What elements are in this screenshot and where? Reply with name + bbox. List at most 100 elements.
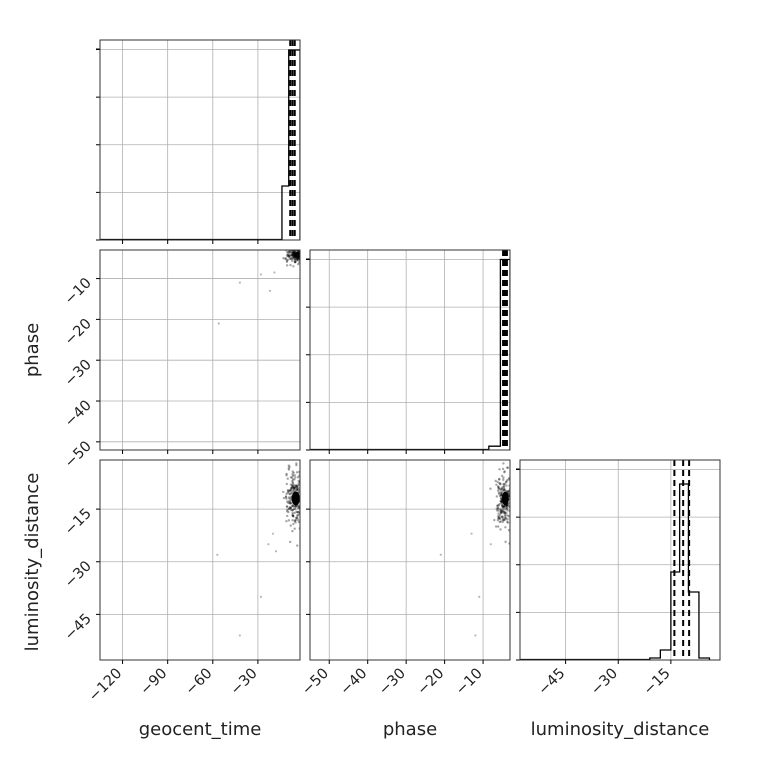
scatter-point — [293, 485, 296, 488]
scatter-point — [499, 520, 502, 523]
scatter-point — [500, 493, 503, 496]
scatter-point — [499, 511, 503, 514]
scatter-point — [291, 482, 295, 485]
scatter-point — [294, 518, 298, 521]
scatter-point — [494, 525, 498, 528]
scatter-point — [302, 254, 304, 256]
scatter-point — [496, 515, 500, 518]
x-axis-label-phase: phase — [383, 719, 437, 740]
scatter-point — [295, 485, 299, 488]
scatter-point — [503, 470, 506, 473]
scatter-point — [502, 518, 506, 522]
scatter-point — [302, 252, 304, 254]
scatter-point — [290, 486, 293, 489]
scatter-point — [301, 258, 303, 260]
scatter-point — [286, 505, 289, 508]
scatter-point — [289, 483, 293, 486]
scatter-point — [499, 492, 503, 495]
scatter-point — [284, 257, 287, 261]
scatter-point — [294, 484, 298, 487]
scatter-point — [507, 489, 510, 493]
scatter-point — [296, 257, 300, 260]
scatter-point — [502, 486, 506, 489]
scatter-point — [500, 500, 503, 503]
scatter-point — [291, 509, 294, 512]
scatter-point — [304, 255, 306, 257]
scatter-point — [291, 504, 294, 508]
scatter-point — [294, 505, 297, 508]
scatter-point — [502, 504, 506, 508]
scatter-point — [502, 518, 505, 522]
histogram-outline — [649, 483, 711, 660]
scatter-point — [288, 492, 291, 495]
scatter-point — [286, 489, 290, 492]
scatter-point — [286, 491, 289, 494]
histogram-outline — [488, 258, 510, 450]
scatter-point — [285, 259, 289, 262]
scatter-point — [285, 260, 289, 264]
scatter-point — [285, 264, 289, 267]
scatter-point — [501, 515, 504, 518]
scatter-point — [288, 502, 292, 505]
scatter-point — [497, 509, 500, 512]
scatter-point — [305, 256, 307, 258]
scatter-point — [300, 254, 302, 256]
x-axis-label-geocent-time: geocent_time — [139, 719, 262, 740]
x-tick-label: −30 — [588, 666, 621, 699]
y-axis-label-luminosity-distance: luminosity_distance — [22, 473, 43, 652]
scatter-point — [499, 491, 502, 494]
scatter-point — [290, 253, 294, 257]
scatter-point — [497, 491, 501, 494]
scatter-point — [291, 479, 294, 483]
scatter-point — [289, 488, 292, 492]
scatter-point — [499, 497, 503, 500]
scatter-point — [501, 504, 504, 507]
scatter-point — [295, 510, 298, 513]
scatter-point — [287, 251, 290, 254]
x-tick-label: −45 — [535, 666, 568, 699]
scatter-point — [499, 509, 502, 513]
scatter-point — [296, 514, 299, 517]
scatter-point — [259, 273, 263, 276]
scatter-point — [296, 484, 299, 488]
scatter-point — [291, 478, 295, 481]
scatter-point — [291, 250, 294, 254]
scatter-point — [304, 250, 306, 252]
scatter-point — [498, 468, 501, 471]
scatter-point — [497, 492, 501, 496]
panel-frame — [309, 249, 511, 451]
y-axis-label-phase: phase — [22, 323, 43, 377]
scatter-point — [291, 253, 295, 256]
scatter-point — [293, 478, 296, 481]
scatter-point — [301, 257, 303, 259]
scatter-point — [497, 512, 500, 515]
scatter-point — [501, 503, 504, 507]
histogram-bar — [282, 186, 289, 240]
scatter-point — [503, 488, 506, 491]
scatter-point — [288, 506, 292, 509]
scatter-point — [289, 476, 293, 479]
panel-frame — [99, 459, 301, 661]
scatter-point — [284, 257, 287, 260]
scatter-point — [297, 479, 300, 483]
scatter-point — [300, 253, 302, 255]
scatter-point — [289, 506, 292, 509]
scatter-point — [291, 511, 294, 515]
scatter-point — [515, 498, 517, 500]
scatter-point — [504, 526, 507, 529]
panel-marks — [216, 462, 300, 637]
scatter-point — [302, 250, 304, 252]
scatter-point — [288, 493, 292, 496]
scatter-point — [506, 466, 509, 469]
scatter-point — [501, 485, 504, 489]
scatter-point — [501, 467, 505, 471]
scatter-point — [287, 467, 290, 470]
scatter-point — [285, 520, 288, 523]
scatter-point — [285, 505, 289, 508]
y-tick-label: −20 — [62, 316, 95, 349]
scatter-point — [288, 251, 292, 254]
panel-luminosity_distance-phase-scatter: −50 −40 −30 −20 −10 — [299, 459, 517, 698]
scatter-point — [292, 483, 295, 487]
scatter-point — [291, 529, 294, 533]
scatter-point — [507, 478, 510, 481]
